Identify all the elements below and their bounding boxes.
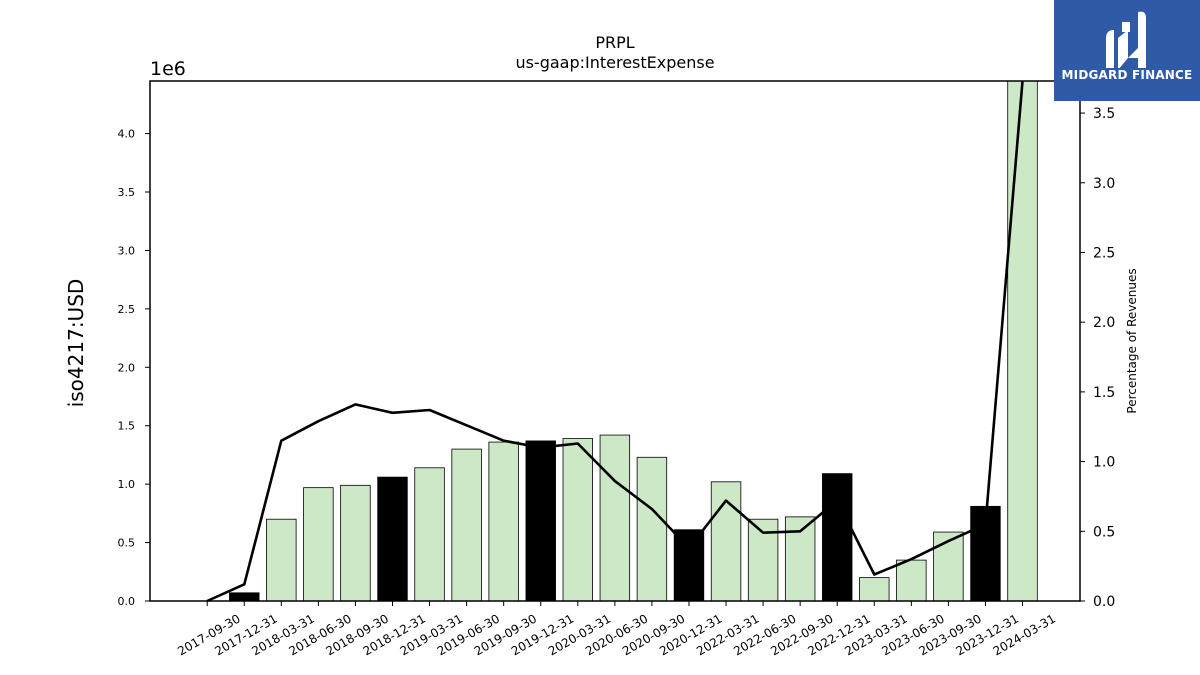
bar-2019-03-31 bbox=[414, 467, 445, 602]
chart-subtitle: us-gaap:InterestExpense bbox=[515, 53, 714, 72]
y-tick-label: 3.0 bbox=[118, 244, 136, 257]
bar-2017-12-31 bbox=[229, 592, 260, 602]
bar-2023-09-30 bbox=[933, 531, 964, 602]
bar-2018-03-31 bbox=[266, 518, 297, 602]
y2-tick-label: 3.5 bbox=[1093, 106, 1115, 122]
y2-tick-label: 0.0 bbox=[1093, 594, 1115, 610]
y2-tick-label: 2.5 bbox=[1093, 245, 1115, 261]
y-tick-label: 2.5 bbox=[118, 303, 136, 316]
bar-2020-03-31 bbox=[562, 438, 594, 602]
y-tick-label: 1.5 bbox=[118, 420, 136, 433]
y2-tick-label: 0.5 bbox=[1093, 524, 1115, 540]
chart-title: PRPL bbox=[595, 33, 634, 52]
y2-tick-label: 1.5 bbox=[1093, 385, 1115, 401]
bar-2020-09-30 bbox=[636, 456, 668, 602]
bar-2022-09-30 bbox=[784, 516, 816, 602]
y-tick-label: 0.5 bbox=[118, 537, 136, 550]
y-tick-label: 0.0 bbox=[118, 595, 136, 608]
y2-tick-label: 3.0 bbox=[1093, 176, 1115, 192]
brand-logo-icon bbox=[1106, 11, 1146, 68]
y2-tick-label: 2.0 bbox=[1093, 315, 1115, 331]
line-layer bbox=[206, 80, 1024, 603]
bar-2020-12-31 bbox=[673, 529, 705, 602]
y-tick-label: 2.0 bbox=[118, 361, 136, 374]
bar-2023-12-31 bbox=[970, 505, 1001, 602]
y2-tick-label: 1.0 bbox=[1093, 455, 1115, 471]
bar-2023-03-31 bbox=[859, 577, 890, 602]
bar-2022-12-31 bbox=[822, 473, 853, 602]
bar-2018-06-30 bbox=[303, 487, 334, 602]
bar-2018-09-30 bbox=[340, 484, 371, 602]
bar-2024-03-31 bbox=[1007, 80, 1038, 602]
y2-axis-label: Percentage of Revenues bbox=[1125, 268, 1139, 413]
bars-layer bbox=[229, 80, 1038, 602]
bar-2023-06-30 bbox=[896, 559, 927, 602]
y-tick-label: 4.0 bbox=[118, 128, 136, 141]
y-scale-label: 1e6 bbox=[150, 58, 186, 80]
bar-2018-12-31 bbox=[377, 476, 408, 602]
line-percentage-of-revenues bbox=[206, 80, 1024, 603]
y-tick-label: 1.0 bbox=[118, 478, 136, 491]
y-tick-label: 3.5 bbox=[118, 186, 136, 199]
bar-2019-06-30 bbox=[451, 448, 482, 602]
bar-2020-06-30 bbox=[599, 434, 631, 602]
bar-2019-12-31 bbox=[525, 440, 556, 602]
y-axis-label: iso4217:USD bbox=[64, 279, 88, 408]
brand-name: MIDGARD FINANCE bbox=[1061, 68, 1193, 82]
bar-2019-09-30 bbox=[488, 441, 519, 602]
